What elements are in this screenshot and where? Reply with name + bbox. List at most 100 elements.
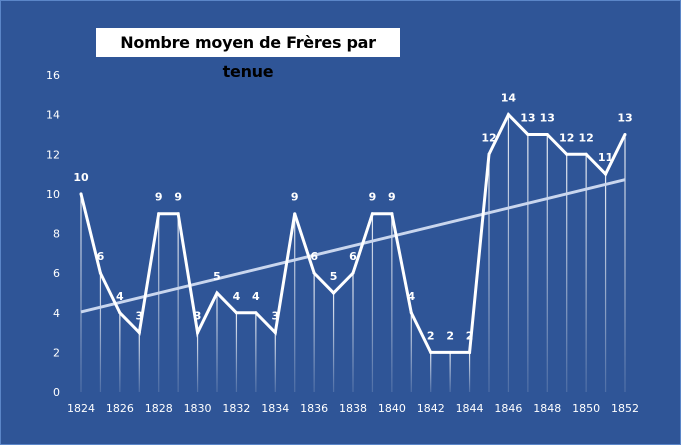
- y-tick-label: 10: [46, 188, 60, 201]
- chart-title: Nombre moyen de Frères par tenue: [96, 28, 400, 81]
- data-point: [254, 311, 258, 315]
- x-tick-label: 1846: [494, 402, 522, 415]
- data-label: 4: [116, 290, 124, 303]
- drop-line: [604, 174, 607, 392]
- drop-line: [488, 154, 490, 392]
- data-point: [448, 350, 452, 354]
- trend-line: [80, 178, 626, 314]
- x-tick-label: 1848: [533, 402, 561, 415]
- data-label: 6: [310, 250, 318, 263]
- drop-line: [99, 273, 102, 392]
- data-point: [429, 350, 433, 354]
- data-label: 4: [252, 290, 260, 303]
- drop-line: [235, 312, 238, 392]
- data-point: [234, 311, 238, 315]
- data-point: [196, 331, 200, 335]
- data-label: 13: [540, 111, 555, 124]
- data-point: [623, 132, 627, 136]
- x-tick-label: 1852: [611, 402, 639, 415]
- drop-line: [566, 154, 568, 392]
- data-point: [157, 212, 161, 216]
- data-label: 3: [271, 310, 279, 323]
- drop-line: [527, 134, 529, 392]
- data-label: 13: [520, 111, 535, 124]
- y-tick-label: 4: [53, 307, 60, 320]
- data-point: [409, 311, 413, 315]
- drop-line: [468, 352, 471, 392]
- data-label: 6: [97, 250, 105, 263]
- drop-line: [196, 332, 199, 392]
- data-label: 4: [233, 290, 241, 303]
- x-tick-label: 1840: [378, 402, 406, 415]
- x-tick-label: 1842: [417, 402, 445, 415]
- data-point: [487, 152, 491, 156]
- drop-line: [80, 193, 82, 392]
- drop-line: [430, 352, 432, 392]
- x-tick-label: 1838: [339, 402, 367, 415]
- y-tick-label: 0: [53, 386, 60, 399]
- data-point: [468, 350, 472, 354]
- drop-line: [177, 213, 179, 392]
- data-label: 6: [349, 250, 357, 263]
- x-tick-label: 1850: [572, 402, 600, 415]
- y-tick-label: 8: [53, 228, 60, 241]
- drop-line: [391, 213, 393, 392]
- data-label: 3: [194, 310, 202, 323]
- data-point: [526, 132, 530, 136]
- drop-line: [332, 292, 335, 392]
- x-tick-label: 1826: [106, 402, 134, 415]
- data-label: 4: [407, 290, 415, 303]
- data-point: [351, 271, 355, 275]
- data-label: 2: [446, 329, 454, 342]
- data-label: 5: [213, 270, 221, 283]
- data-label: 9: [174, 191, 182, 204]
- data-point: [215, 291, 219, 295]
- drop-line: [546, 134, 548, 392]
- data-point: [118, 311, 122, 315]
- data-label: 2: [427, 329, 435, 342]
- data-point: [370, 212, 374, 216]
- drop-line: [274, 332, 276, 392]
- drop-line: [158, 213, 160, 392]
- drop-line: [119, 312, 121, 392]
- x-tick-label: 1830: [184, 402, 212, 415]
- y-tick-label: 6: [53, 267, 60, 280]
- data-label: 2: [466, 329, 474, 342]
- data-point: [506, 113, 510, 117]
- drop-line: [449, 352, 451, 392]
- drop-line: [138, 332, 140, 392]
- drop-line: [507, 114, 510, 392]
- drop-line: [313, 273, 315, 392]
- data-label: 14: [501, 92, 517, 105]
- data-label: 9: [155, 191, 163, 204]
- data-label: 9: [369, 191, 377, 204]
- data-label: 12: [578, 131, 593, 144]
- drop-line: [255, 312, 257, 392]
- data-point: [545, 132, 549, 136]
- data-point: [293, 212, 297, 216]
- data-point: [565, 152, 569, 156]
- data-point: [137, 331, 141, 335]
- drop-line: [216, 292, 218, 392]
- x-tick-label: 1834: [261, 402, 289, 415]
- x-tick-label: 1844: [456, 402, 484, 415]
- data-label: 12: [559, 131, 574, 144]
- drop-line: [371, 213, 374, 392]
- y-tick-label: 2: [53, 346, 60, 359]
- drop-line: [585, 154, 587, 392]
- data-label: 11: [598, 151, 613, 164]
- data-point: [390, 212, 394, 216]
- x-tick-label: 1828: [145, 402, 173, 415]
- drop-line: [410, 312, 412, 392]
- data-label: 3: [135, 310, 143, 323]
- data-point: [332, 291, 336, 295]
- data-point: [312, 271, 316, 275]
- data-point: [79, 192, 83, 196]
- data-point: [273, 331, 277, 335]
- drop-line: [624, 134, 626, 392]
- data-label: 10: [73, 171, 89, 184]
- drop-line: [294, 213, 296, 392]
- x-tick-label: 1836: [300, 402, 328, 415]
- data-point: [604, 172, 608, 176]
